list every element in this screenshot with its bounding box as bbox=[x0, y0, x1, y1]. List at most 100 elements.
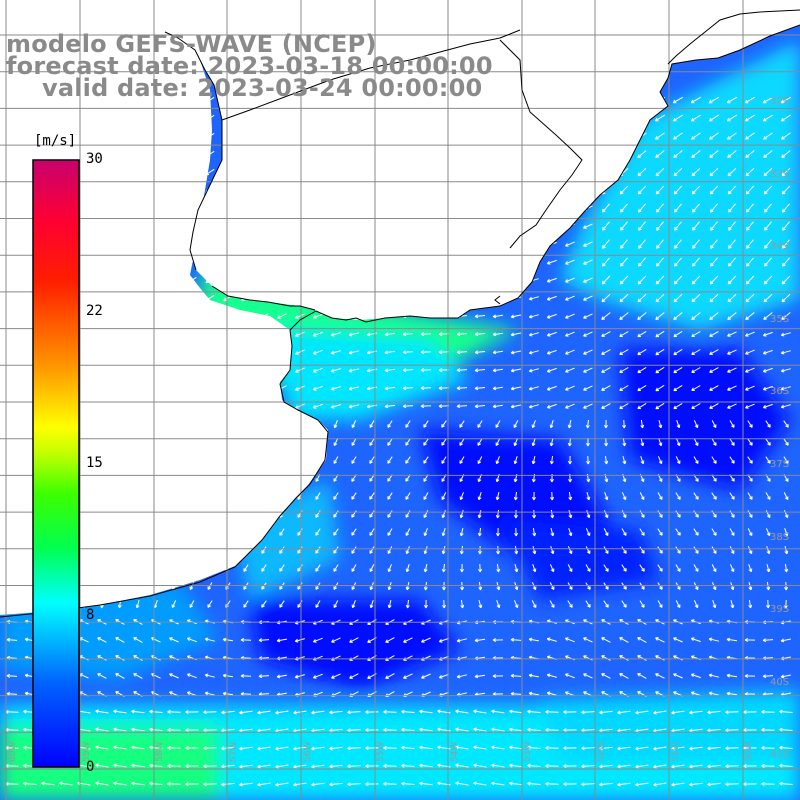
wind-arrow bbox=[441, 492, 447, 501]
wind-arrow bbox=[586, 510, 591, 519]
wind-arrow bbox=[744, 637, 756, 642]
wind-arrow bbox=[635, 782, 649, 787]
wind-arrow bbox=[546, 673, 557, 678]
wind-arrow bbox=[295, 313, 305, 319]
wind-arrow bbox=[513, 438, 518, 447]
wind-arrow bbox=[423, 546, 428, 555]
wind-arrow bbox=[565, 385, 575, 391]
wind-arrow bbox=[709, 385, 719, 391]
wind-arrow bbox=[531, 420, 536, 429]
wind-arrow bbox=[690, 673, 701, 679]
wind-arrow bbox=[513, 491, 518, 501]
wind-arrow bbox=[691, 367, 701, 373]
wind-arrow bbox=[622, 419, 627, 429]
wind-arrow bbox=[135, 599, 140, 609]
wind-arrow bbox=[780, 638, 791, 643]
wind-arrow bbox=[369, 528, 375, 536]
model-title: modelo GEFS-WAVE (NCEP) bbox=[6, 30, 377, 58]
wind-arrow bbox=[709, 257, 718, 267]
wind-arrow bbox=[23, 781, 37, 786]
lon-label: 57W bbox=[229, 742, 239, 762]
wind-arrow bbox=[563, 764, 577, 769]
wind-arrow bbox=[441, 510, 446, 519]
wind-arrow bbox=[423, 420, 429, 428]
wind-arrow bbox=[456, 404, 468, 409]
wind-arrow bbox=[727, 403, 737, 409]
wind-arrow bbox=[726, 637, 738, 642]
wind-arrow bbox=[115, 637, 125, 643]
wind-arrow bbox=[149, 727, 163, 732]
wind-arrow bbox=[477, 545, 482, 555]
wind-arrow bbox=[491, 727, 505, 732]
wind-arrow bbox=[585, 546, 591, 555]
wind-arrow bbox=[691, 203, 700, 213]
wind-arrow bbox=[783, 420, 789, 428]
wind-arrow bbox=[423, 438, 429, 446]
wind-arrow bbox=[619, 367, 629, 373]
wind-arrow bbox=[655, 637, 665, 643]
wind-arrow bbox=[602, 221, 610, 231]
wind-arrow bbox=[691, 331, 701, 337]
wind-arrow bbox=[619, 673, 629, 679]
wind-arrow bbox=[565, 403, 575, 409]
wind-arrow bbox=[743, 746, 757, 751]
wind-arrow bbox=[620, 239, 628, 249]
wind-arrow bbox=[637, 637, 647, 643]
wind-arrow bbox=[675, 600, 681, 609]
wind-arrow bbox=[401, 763, 415, 768]
wind-arrow bbox=[203, 782, 217, 787]
wind-arrow bbox=[693, 420, 699, 429]
wind-arrow bbox=[348, 404, 360, 409]
wind-arrow bbox=[726, 691, 738, 696]
colorbar bbox=[32, 159, 80, 768]
wind-arrow bbox=[383, 745, 397, 750]
wind-arrow bbox=[295, 385, 305, 391]
wind-arrow bbox=[603, 419, 608, 429]
wind-arrow bbox=[601, 293, 611, 303]
lon-label: 54W bbox=[450, 742, 460, 762]
wind-arrow bbox=[655, 312, 665, 320]
wind-arrow bbox=[222, 637, 233, 642]
wind-arrow bbox=[351, 420, 357, 429]
wind-arrow bbox=[655, 257, 664, 267]
wind-arrow bbox=[509, 709, 523, 714]
wind-arrow bbox=[747, 492, 753, 500]
wind-arrow bbox=[419, 781, 433, 786]
wind-arrow bbox=[545, 727, 559, 732]
wind-arrow bbox=[655, 167, 665, 177]
wind-arrow bbox=[423, 563, 428, 573]
wind-arrow bbox=[743, 728, 757, 733]
wind-arrow bbox=[783, 456, 789, 464]
wind-arrow bbox=[442, 599, 447, 609]
wind-arrow bbox=[131, 745, 145, 750]
wind-arrow bbox=[331, 673, 341, 679]
wind-arrow bbox=[601, 203, 610, 213]
wind-arrow bbox=[528, 350, 539, 355]
wind-arrow bbox=[222, 691, 233, 696]
wind-arrow bbox=[657, 492, 663, 500]
wind-arrow bbox=[527, 709, 541, 714]
wind-arrow bbox=[762, 403, 773, 409]
wind-arrow bbox=[762, 114, 773, 122]
wind-arrow bbox=[185, 782, 199, 787]
wind-arrow bbox=[656, 239, 664, 249]
wind-arrow bbox=[709, 275, 719, 285]
wind-arrow bbox=[261, 546, 267, 554]
wind-arrow bbox=[149, 763, 163, 768]
wind-arrow bbox=[727, 293, 737, 303]
wind-arrow bbox=[333, 600, 339, 609]
wind-arrow bbox=[673, 257, 682, 267]
wind-arrow bbox=[312, 403, 323, 409]
wind-arrow bbox=[294, 638, 305, 643]
wind-arrow bbox=[387, 528, 393, 536]
wind-arrow bbox=[311, 746, 325, 751]
wind-arrow bbox=[655, 203, 664, 213]
wind-arrow bbox=[351, 600, 356, 609]
wind-arrow bbox=[532, 527, 537, 537]
wind-arrow bbox=[477, 456, 483, 465]
wind-arrow bbox=[477, 527, 482, 537]
wind-arrow bbox=[459, 545, 464, 555]
wind-arrow bbox=[619, 257, 628, 267]
wind-arrow bbox=[619, 185, 629, 195]
